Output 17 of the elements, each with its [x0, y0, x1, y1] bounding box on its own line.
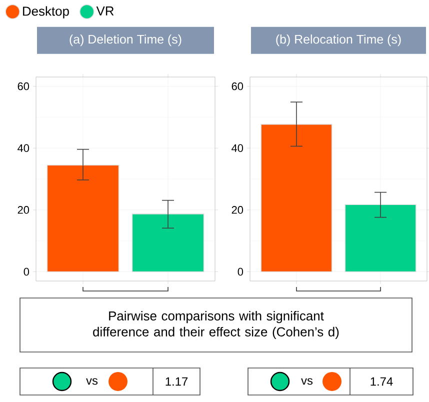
chart-title: (a) Deletion Time (s): [70, 34, 182, 46]
y-tick-label: 20: [232, 206, 244, 214]
text: 1.17: [166, 377, 188, 386]
text: vs: [86, 378, 98, 385]
legend-label: VR: [96, 6, 114, 16]
text: Pairwise comparisons with significant difference and their effect size (Cohen’s d): [93, 310, 339, 340]
legend-label: Desktop: [23, 6, 69, 18]
text: vs: [301, 378, 313, 385]
y-tick-label: 20: [18, 206, 30, 214]
y-tick-label: 60: [232, 82, 244, 90]
chart-title: (b) Relocation Time (s): [276, 34, 401, 46]
y-tick-label: 0: [24, 268, 30, 276]
y-tick-label: 40: [232, 144, 244, 152]
y-tick-label: 40: [18, 144, 30, 152]
y-tick-label: 0: [238, 268, 244, 276]
y-tick-label: 60: [18, 82, 30, 90]
text: 1.74: [370, 377, 393, 386]
